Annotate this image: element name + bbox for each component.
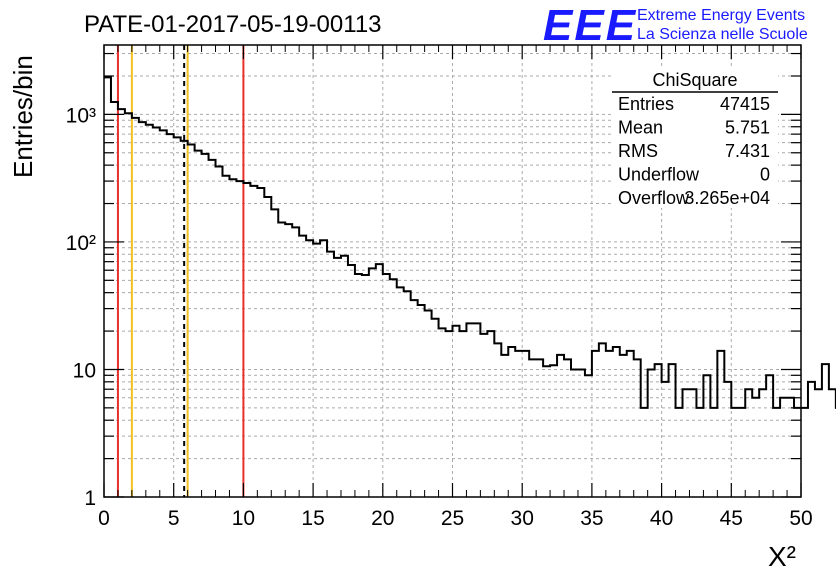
x-tick-label: 0: [98, 507, 110, 530]
x-tick-label: 20: [371, 507, 394, 530]
stats-row-value: 0: [760, 165, 770, 185]
chart-title: PATE-01-2017-05-19-00113: [84, 11, 382, 38]
stats-row-value: 5.751: [725, 118, 770, 138]
x-tick-label: 40: [650, 507, 673, 530]
x-tick-labels: 0 5 10 15 20 25 30 35 40 45 50: [98, 507, 813, 530]
logo-mark: EEE: [543, 1, 637, 50]
histogram-series: [104, 76, 836, 409]
x-tick-label: 50: [789, 507, 812, 530]
x-tick-label: 5: [168, 507, 180, 530]
stats-row-value: 7.431: [725, 141, 770, 161]
y-tick-label: 1: [84, 487, 96, 510]
y-tick-label: 10²: [66, 232, 96, 255]
y-tick-label: 10: [73, 359, 96, 382]
reference-lines: [116, 45, 245, 497]
logo: EEE Extreme Energy Events La Scienza nel…: [543, 1, 808, 50]
x-tick-label: 35: [580, 507, 603, 530]
stats-rows: Entries 47415 Mean 5.751 RMS 7.431 Underflow 0 O…: [618, 94, 770, 208]
x-tick-label: 10: [232, 507, 255, 530]
axis-ticks: [103, 45, 802, 498]
x-axis-label: X²: [768, 541, 796, 572]
x-tick-label: 25: [441, 507, 464, 530]
stats-row-value: 3.265e+04: [684, 188, 770, 208]
x-tick-label: 30: [511, 507, 534, 530]
logo-line-1: Extreme Energy Events: [637, 7, 805, 24]
logo-line-2: La Scienza nelle Scuole: [637, 26, 808, 43]
y-axis-label: Entries/bin: [8, 55, 38, 178]
stats-row-label: Mean: [618, 118, 663, 138]
stats-row-label: RMS: [618, 141, 658, 161]
y-tick-label: 10³: [66, 104, 96, 127]
y-tick-labels: 1 10 10² 10³: [66, 104, 96, 510]
stats-row-label: Entries: [618, 94, 674, 114]
histogram: [104, 76, 836, 409]
stats-row-label: Underflow: [618, 165, 700, 185]
x-tick-label: 45: [720, 507, 743, 530]
stats-box-title: ChiSquare: [652, 70, 737, 90]
stats-box: ChiSquare Entries 47415 Mean 5.751 RMS 7.431 U…: [612, 68, 778, 208]
grid: [104, 45, 801, 497]
stats-row-label: Overflow: [618, 188, 690, 208]
stats-row-value: 47415: [720, 94, 770, 114]
x-tick-label: 15: [301, 507, 324, 530]
